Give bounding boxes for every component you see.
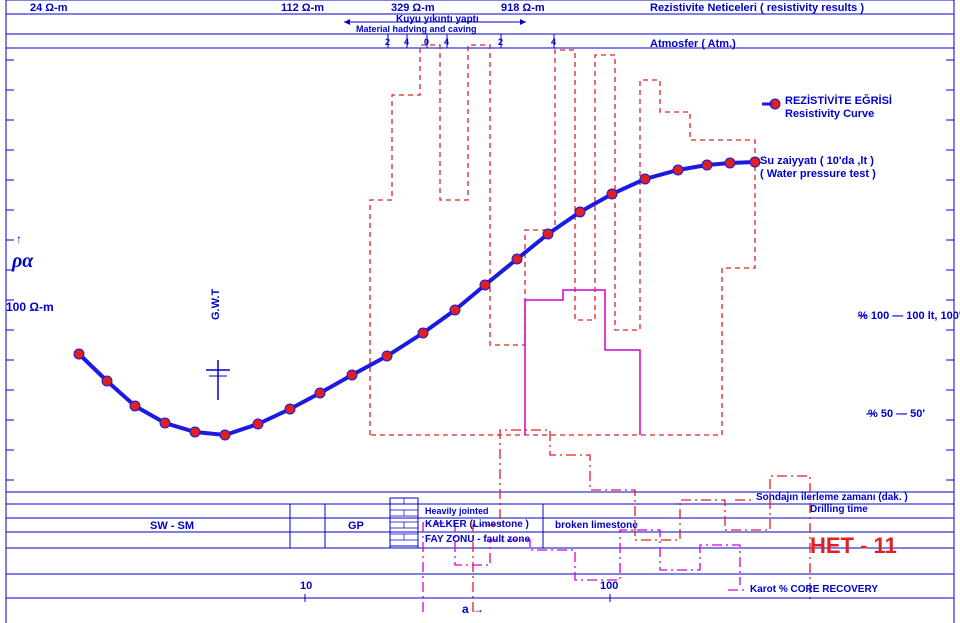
ohm-329: 329 Ω-m (391, 2, 435, 14)
svg-text:2: 2 (385, 37, 390, 47)
gwt-label: G.W.T (210, 289, 222, 320)
kalker-label: KALKER (Limestone ) (425, 519, 529, 530)
sw-sm-label: SW - SM (150, 520, 194, 532)
broken-label: broken limestone (555, 520, 638, 531)
karot-label: Karot % CORE RECOVERY (750, 584, 878, 595)
het-label: HET - 11 (810, 533, 897, 559)
svg-text:2: 2 (498, 37, 503, 47)
su-title: Su zaiyyatı ( 10'da ,lt ) (760, 155, 874, 167)
report-title: Rezistivite Neticeleri ( resistivity res… (650, 2, 864, 14)
heavily-label: Heavily jointed (425, 506, 489, 516)
rho-arrow: ↑ (16, 232, 22, 246)
su-sub: ( Water pressure test ) (760, 168, 876, 180)
svg-text:4: 4 (404, 37, 409, 47)
svg-text:4: 4 (551, 37, 556, 47)
right-50: % 50 — 50' (868, 408, 925, 420)
gp-label: GP (348, 520, 364, 532)
rho-symbol: ρα (12, 250, 33, 273)
ohm-112: 112 Ω-m (281, 2, 324, 14)
sondaj-label: Sondajın ilerleme zamanı (dak. ) (756, 492, 908, 503)
drilling-label: Drilling time (810, 504, 868, 515)
ohm-918: 918 Ω-m (501, 2, 545, 14)
ohm-24: 24 Ω-m (30, 2, 68, 14)
caving-label: Material hadving and caving (356, 24, 477, 34)
fay-label: FAY ZONU - fault zone (425, 534, 530, 545)
x-10: 10 (300, 580, 312, 592)
resist-title: REZİSTİVİTE EĞRİSİ (785, 95, 892, 107)
x-100: 100 (600, 580, 618, 592)
resist-sub: Resistivity Curve (785, 108, 874, 120)
svg-text:4: 4 (444, 37, 449, 47)
right-100: % 100 — 100 lt, 100' (858, 310, 960, 322)
x-a: a → (462, 602, 484, 616)
y-100-ohm: 100 Ω-m (6, 300, 54, 314)
atmosfer-label: Atmosfer ( Atm.) (650, 38, 736, 50)
